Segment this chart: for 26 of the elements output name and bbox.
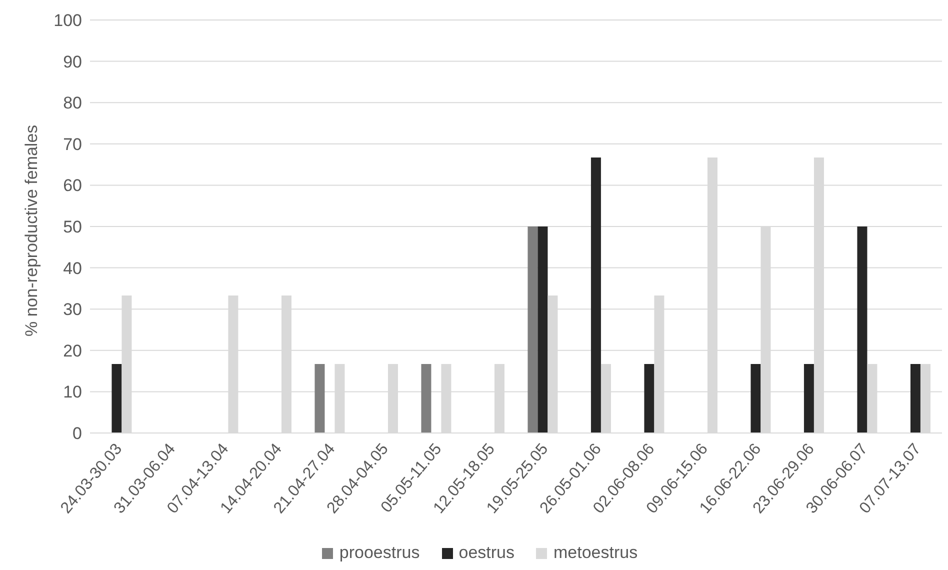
legend-label: prooestrus: [339, 543, 420, 563]
y-axis-title: % non-reproductive females: [22, 124, 42, 336]
y-tick-label: 30: [63, 300, 82, 320]
bar: [644, 364, 654, 433]
y-tick-label: 20: [63, 341, 82, 360]
y-tick-label: 80: [63, 94, 82, 113]
bar: [421, 364, 432, 433]
y-tick-label: 0: [72, 424, 82, 444]
y-tick-label: 50: [63, 218, 82, 237]
legend-label: oestrus: [458, 543, 514, 563]
bar: [538, 226, 548, 433]
bar: [314, 364, 325, 433]
bar: [910, 364, 920, 433]
y-tick-label: 100: [54, 11, 82, 30]
y-tick-label: 60: [63, 176, 82, 196]
legend-label: metoestrus: [553, 543, 638, 563]
bar: [804, 364, 814, 433]
bar: [528, 226, 538, 433]
y-tick-label: 10: [63, 382, 82, 402]
y-tick-label: 90: [63, 52, 82, 72]
bar: [590, 158, 601, 433]
bar: [857, 226, 868, 433]
bar: [750, 364, 761, 433]
y-tick-label: 70: [63, 134, 82, 154]
y-tick-label: 40: [63, 258, 82, 278]
bar: [112, 364, 122, 433]
